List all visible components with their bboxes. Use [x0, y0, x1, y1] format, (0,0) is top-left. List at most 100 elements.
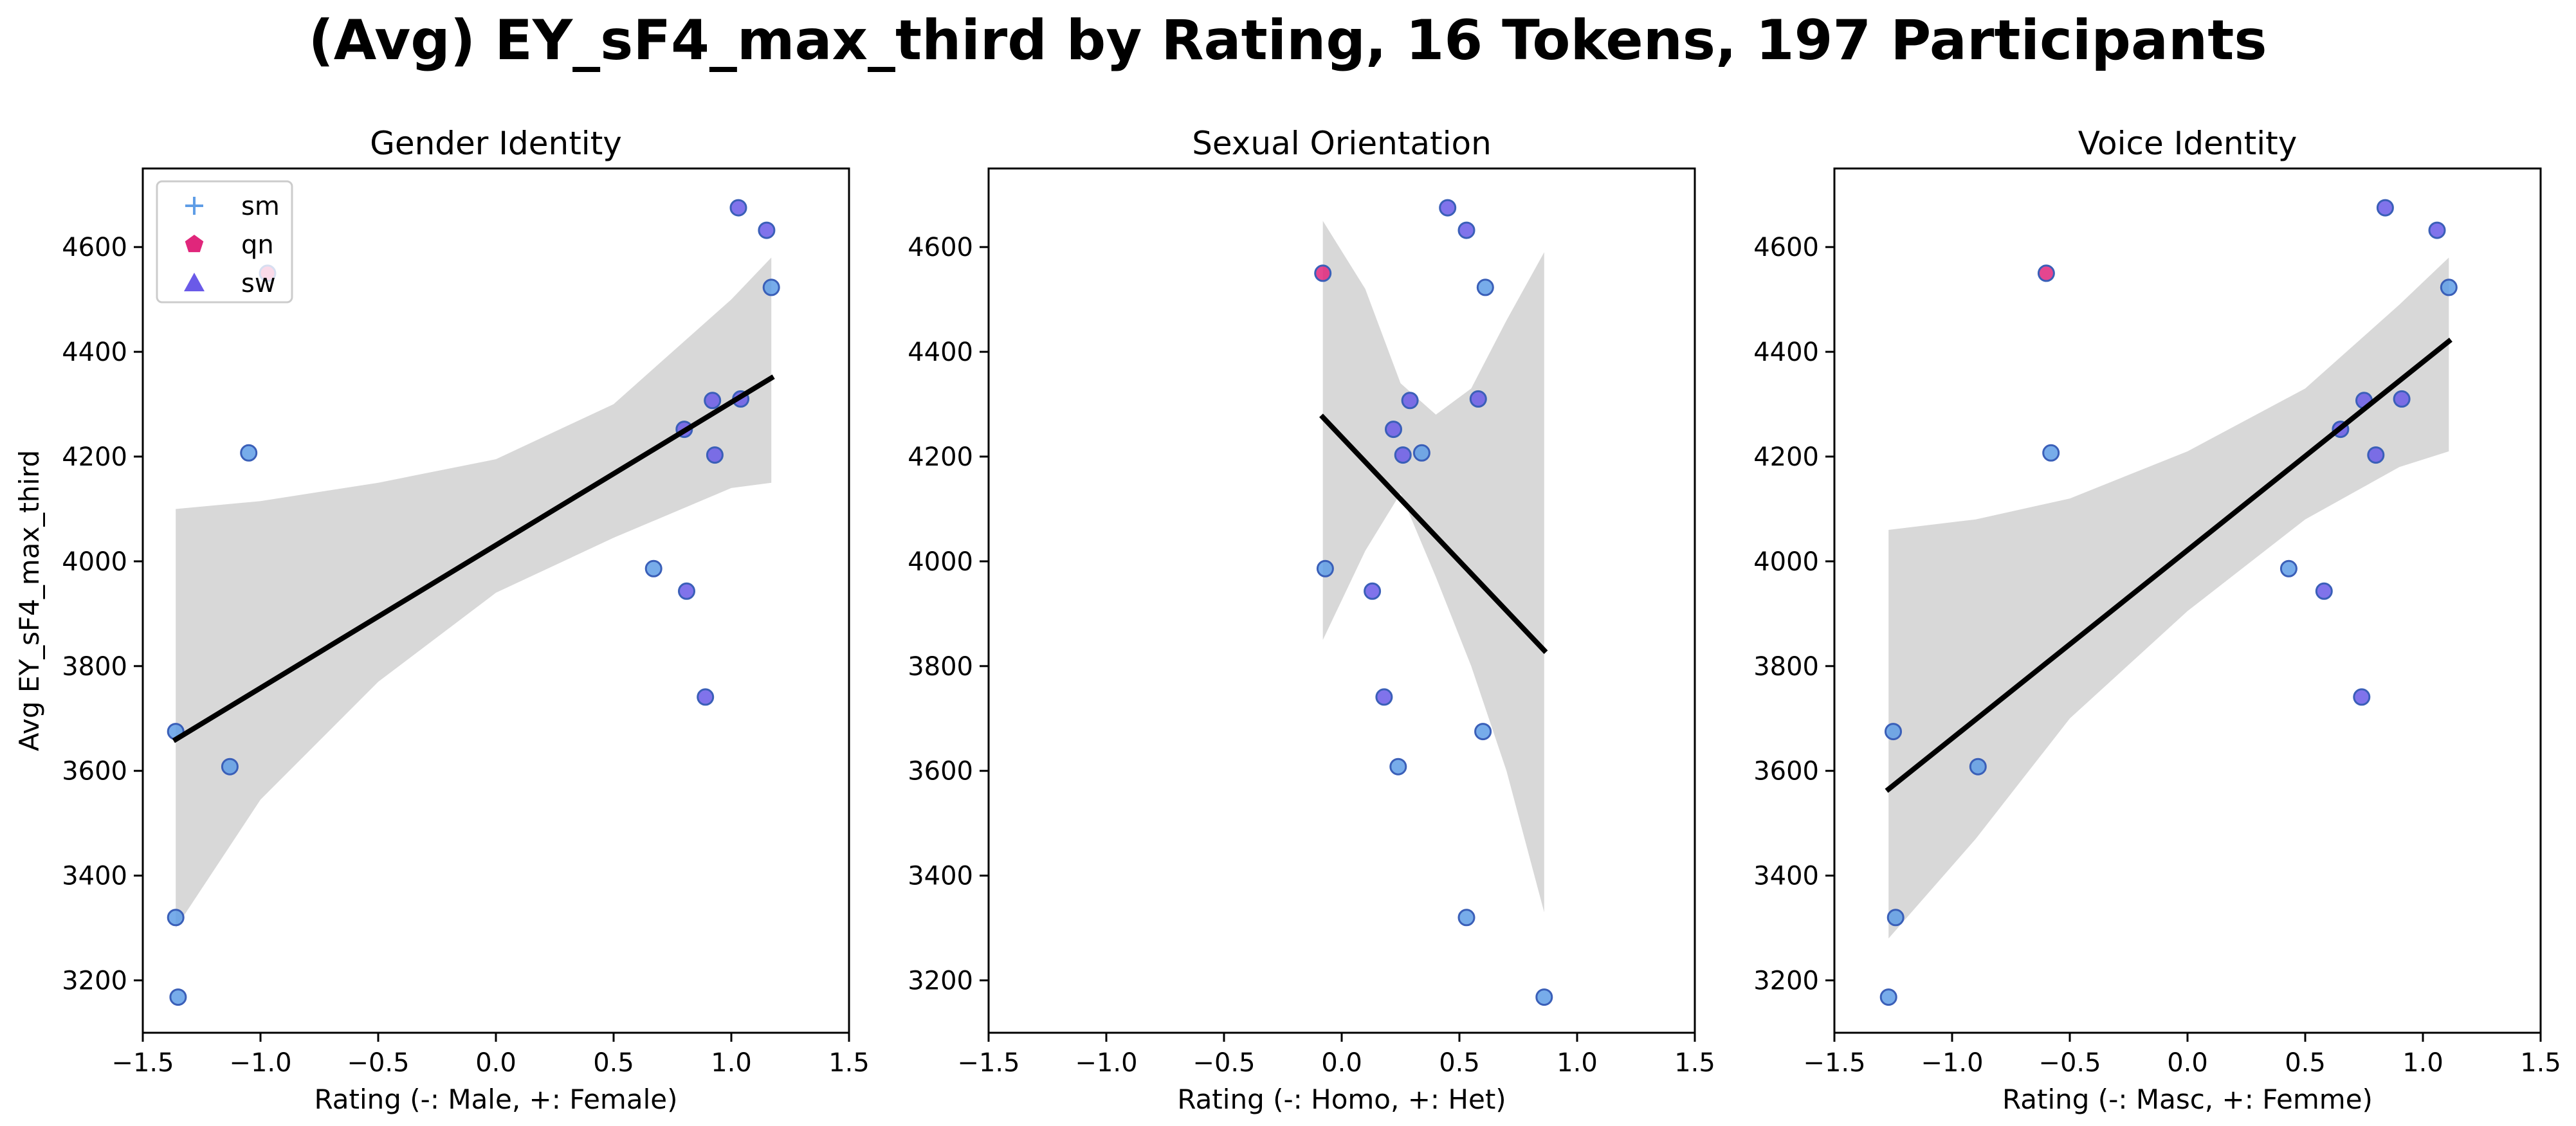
data-point [2440, 278, 2458, 296]
data-point [2315, 582, 2333, 600]
x-tick-label: −1.0 [1921, 1048, 1983, 1078]
x-tick-label: 0.5 [593, 1048, 634, 1078]
legend-marker-triangle [184, 273, 205, 291]
data-point [1476, 278, 1494, 296]
x-tick-label: −0.5 [2038, 1048, 2101, 1078]
data-point [1401, 392, 1419, 410]
subplot-title: Gender Identity [370, 125, 622, 162]
x-tick-label: 0.0 [475, 1048, 516, 1078]
data-point [1412, 444, 1430, 462]
data-point [678, 582, 695, 600]
subplot-2: −1.5 −1.0 −0.5 0.0 0.5 1.0 1.5 3200 3400 3600 3800… [908, 125, 1715, 1115]
y-axis-label: Avg EY_sF4_max_third [14, 450, 45, 752]
y-tick-label: 3800 [1753, 652, 1819, 682]
y-tick-label: 3400 [62, 862, 127, 891]
x-tick-label: 1.5 [828, 1048, 870, 1078]
x-tick-label: −1.5 [111, 1048, 174, 1078]
x-tick-label: 1.5 [2520, 1048, 2561, 1078]
data-point [2393, 390, 2411, 408]
data-point [697, 688, 715, 706]
regression-line [1885, 338, 2453, 793]
data-point [2353, 688, 2371, 706]
y-tick-label: 4400 [62, 338, 127, 367]
data-point [167, 909, 185, 927]
data-point [762, 278, 780, 296]
y-tick-label: 4400 [908, 338, 973, 367]
y-tick-label: 4000 [62, 547, 127, 577]
x-tick-label: −0.5 [347, 1048, 409, 1078]
y-tick-label: 3400 [1753, 862, 1819, 891]
y-tick-label: 3600 [62, 757, 127, 786]
data-point [1969, 758, 1987, 776]
y-tick-label: 4000 [1753, 547, 1819, 577]
confidence-band [176, 257, 772, 929]
data-point [1469, 390, 1487, 408]
data-point [729, 199, 747, 217]
data-point [704, 392, 722, 410]
data-point [1886, 909, 1905, 927]
x-tick-label: 1.0 [2402, 1048, 2444, 1078]
y-tick-label: 3800 [62, 652, 127, 682]
subplot-title: Sexual Orientation [1192, 125, 1492, 162]
data-point [1364, 582, 1382, 600]
data-point [240, 444, 258, 462]
data-point [1885, 723, 1902, 741]
x-tick-label: −0.5 [1192, 1048, 1255, 1078]
data-point [221, 758, 239, 776]
x-axis-label: Rating (-: Male, +: Female) [315, 1084, 678, 1115]
legend-label: sw [241, 269, 276, 298]
y-tick-label: 3200 [908, 967, 973, 996]
y-tick-label: 3400 [908, 862, 973, 891]
y-tick-label: 3600 [1753, 757, 1819, 786]
subplot-3: −1.5 −1.0 −0.5 0.0 0.5 1.0 1.5 3200 3400 3600 3800… [1753, 125, 2561, 1115]
data-point [1439, 199, 1457, 217]
x-tick-label: −1.5 [1803, 1048, 1865, 1078]
figure-title: (Avg) EY_sF4_max_third by Rating, 16 Tok… [308, 8, 2267, 73]
data-point [2367, 446, 2385, 464]
legend-box [156, 180, 293, 304]
x-tick-label: 0.0 [1321, 1048, 1362, 1078]
x-tick-label: −1.5 [957, 1048, 1019, 1078]
x-axis-label: Rating (-: Masc, +: Femme) [2002, 1084, 2373, 1115]
y-tick-label: 3800 [908, 652, 973, 682]
data-point [2376, 199, 2394, 217]
legend-marker-plus [185, 197, 203, 215]
y-tick-label: 4200 [62, 442, 127, 472]
y-tick-label: 4200 [908, 442, 973, 472]
x-axis-label: Rating (-: Homo, +: Het) [1177, 1084, 1506, 1115]
y-tick-label: 3200 [1753, 967, 1819, 996]
y-tick-label: 4000 [908, 547, 973, 577]
data-point [1316, 559, 1334, 577]
y-tick-label: 4600 [62, 233, 127, 262]
data-point [1375, 688, 1393, 706]
data-point [1457, 909, 1475, 927]
x-tick-label: 0.0 [2167, 1048, 2208, 1078]
data-point [1394, 446, 1412, 464]
y-tick-label: 4600 [908, 233, 973, 262]
data-point [1879, 988, 1897, 1006]
data-point [1457, 221, 1475, 239]
y-tick-label: 3200 [62, 967, 127, 996]
legend-marker-pentagon [185, 235, 204, 253]
x-tick-label: 0.5 [2285, 1048, 2326, 1078]
subplot-1: −1.5 −1.0 −0.5 0.0 0.5 1.0 1.5 3200 3400 3600 3800… [14, 125, 870, 1115]
legend-label: qn [241, 230, 274, 260]
x-tick-label: 1.5 [1674, 1048, 1715, 1078]
x-tick-label: 1.0 [711, 1048, 752, 1078]
x-tick-label: −1.0 [1075, 1048, 1137, 1078]
y-tick-label: 4200 [1753, 442, 1819, 472]
data-point [758, 221, 776, 239]
data-point [1474, 723, 1492, 741]
data-point [169, 988, 187, 1006]
regression-line [1319, 413, 1548, 655]
y-tick-label: 4400 [1753, 338, 1819, 367]
data-point [1535, 988, 1553, 1006]
y-tick-label: 4600 [1753, 233, 1819, 262]
x-tick-label: 0.5 [1439, 1048, 1480, 1078]
data-point [2042, 444, 2060, 462]
data-point [1385, 421, 1402, 439]
confidence-band [1888, 257, 2449, 939]
legend-label: sm [241, 192, 280, 221]
data-point [706, 446, 724, 464]
